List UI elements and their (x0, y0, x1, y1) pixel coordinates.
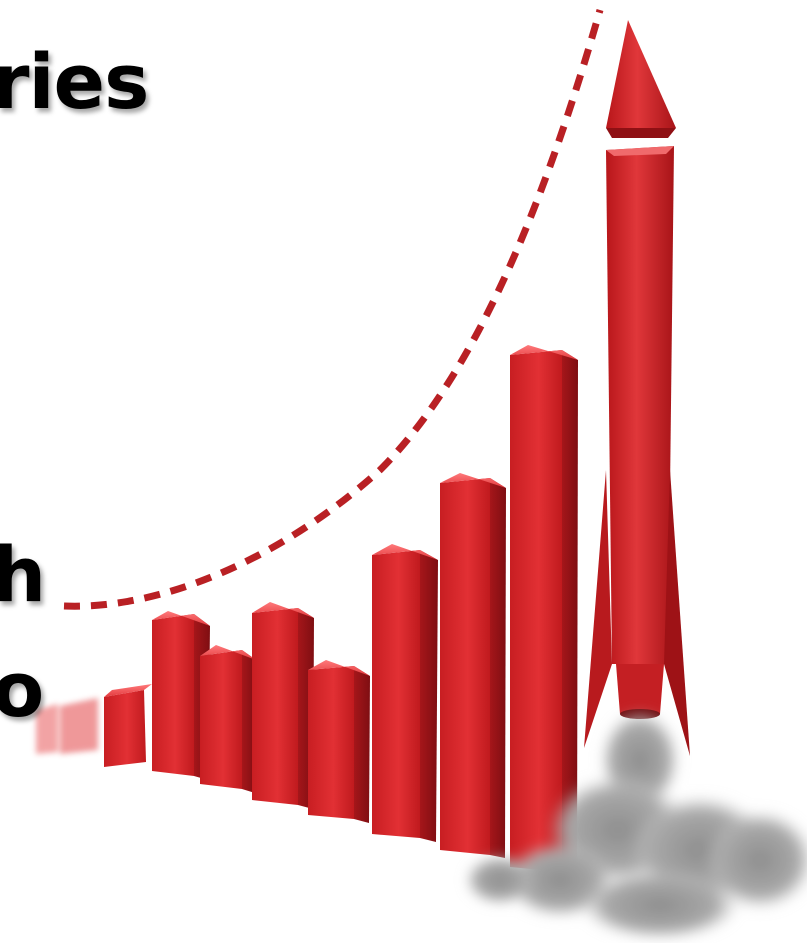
text-fragment-h: h (0, 530, 46, 619)
bar-1 (104, 684, 152, 767)
bar-6 (372, 544, 438, 842)
bar-4 (252, 602, 314, 809)
bar-7 (440, 473, 506, 858)
faded-bars (36, 698, 98, 754)
trend-line (63, 9, 604, 610)
text-fragment-ries: ries (0, 37, 149, 126)
bar-5 (308, 660, 370, 823)
bar-3 (200, 645, 256, 793)
smoke (465, 710, 807, 940)
text-fragment-o: o (0, 645, 44, 734)
rocket-icon (584, 20, 690, 756)
bar-8 (510, 345, 578, 876)
